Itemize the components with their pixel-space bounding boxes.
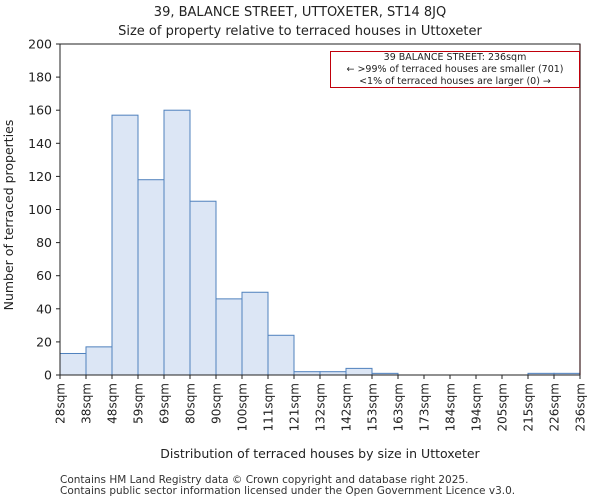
- x-tick-label: 121sqm: [288, 383, 302, 431]
- x-tick-label: 28sqm: [54, 383, 68, 424]
- bar-111sqm: [267, 334, 295, 376]
- y-tick-label: 200: [28, 37, 52, 52]
- bar-100sqm: [241, 291, 269, 376]
- y-axis-label: Number of terraced properties: [1, 120, 16, 311]
- y-axis-ticks: 0 20 40 60 80 100 120 140 160 180 200: [28, 37, 60, 383]
- bar-28sqm: [59, 352, 87, 376]
- chart-subtitle: Size of property relative to terraced ho…: [118, 24, 482, 39]
- bars-group: [59, 109, 581, 376]
- bar-69sqm: [163, 109, 191, 376]
- y-tick-label: 120: [28, 169, 52, 184]
- x-axis-label: Distribution of terraced houses by size …: [160, 446, 480, 461]
- x-tick-label: 90sqm: [210, 383, 224, 424]
- chart-title: 39, BALANCE STREET, UTTOXETER, ST14 8JQ: [153, 5, 447, 20]
- x-tick-label: 236sqm: [574, 383, 588, 431]
- x-tick-label: 194sqm: [470, 383, 484, 431]
- bar-38sqm: [85, 346, 113, 376]
- x-tick-label: 173sqm: [418, 383, 432, 431]
- bar-142sqm: [345, 367, 373, 376]
- x-tick-label: 153sqm: [366, 383, 380, 431]
- footer-line-2: Contains public sector information licen…: [60, 485, 516, 497]
- y-tick-label: 0: [44, 368, 52, 383]
- y-tick-label: 140: [28, 136, 52, 151]
- x-tick-label: 184sqm: [444, 383, 458, 431]
- y-tick-label: 160: [28, 103, 52, 118]
- bar-90sqm: [215, 298, 243, 376]
- x-tick-label: 100sqm: [236, 383, 250, 431]
- x-axis-ticks: 28sqm 38sqm 48sqm 59sqm 69sqm 80sqm 90sqm 100sq…: [54, 375, 588, 431]
- x-tick-label: 80sqm: [184, 383, 198, 424]
- annotation-line-3: <1% of terraced houses are larger (0) →: [359, 76, 551, 87]
- y-tick-label: 100: [28, 202, 52, 217]
- x-tick-label: 142sqm: [340, 383, 354, 431]
- y-tick-label: 80: [36, 235, 52, 250]
- y-tick-label: 180: [28, 70, 52, 85]
- x-tick-label: 48sqm: [106, 383, 120, 424]
- annotation-box: 39 BALANCE STREET: 236sqm ← >99% of terr…: [330, 51, 580, 88]
- y-tick-label: 20: [36, 334, 52, 349]
- y-tick-label: 60: [36, 268, 52, 283]
- annotation-line-1: 39 BALANCE STREET: 236sqm: [383, 52, 527, 63]
- footer-line-1: Contains HM Land Registry data © Crown c…: [60, 474, 469, 486]
- plot-frame: [59, 43, 581, 376]
- x-tick-label: 38sqm: [80, 383, 94, 424]
- x-tick-label: 132sqm: [314, 383, 328, 431]
- x-tick-label: 215sqm: [522, 383, 536, 431]
- x-tick-label: 163sqm: [392, 383, 406, 431]
- x-tick-label: 111sqm: [262, 383, 276, 431]
- bar-48sqm: [111, 114, 139, 376]
- x-tick-label: 205sqm: [496, 383, 510, 431]
- x-tick-label: 69sqm: [158, 383, 172, 424]
- bar-80sqm: [189, 200, 217, 376]
- annotation-line-2: ← >99% of terraced houses are smaller (7…: [346, 64, 564, 75]
- y-tick-label: 40: [36, 301, 52, 316]
- x-tick-label: 226sqm: [548, 383, 562, 431]
- bar-59sqm: [137, 179, 165, 376]
- x-tick-label: 59sqm: [132, 383, 146, 424]
